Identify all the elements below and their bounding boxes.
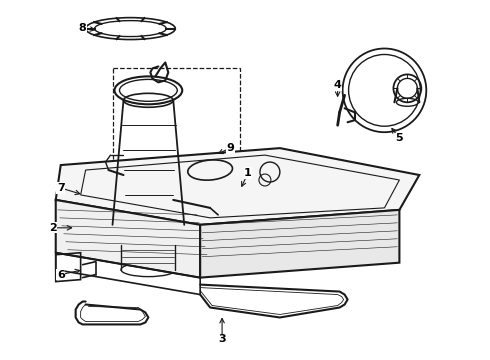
Text: 4: 4 <box>334 80 342 90</box>
Polygon shape <box>56 148 419 225</box>
Text: 5: 5 <box>395 133 403 143</box>
Polygon shape <box>200 210 399 278</box>
Text: 8: 8 <box>79 23 87 33</box>
Text: 3: 3 <box>218 334 226 345</box>
Text: 9: 9 <box>226 143 234 153</box>
Text: 7: 7 <box>57 183 65 193</box>
Polygon shape <box>56 200 200 278</box>
Text: 6: 6 <box>57 270 65 280</box>
Text: 1: 1 <box>244 168 252 178</box>
Text: 2: 2 <box>49 223 57 233</box>
